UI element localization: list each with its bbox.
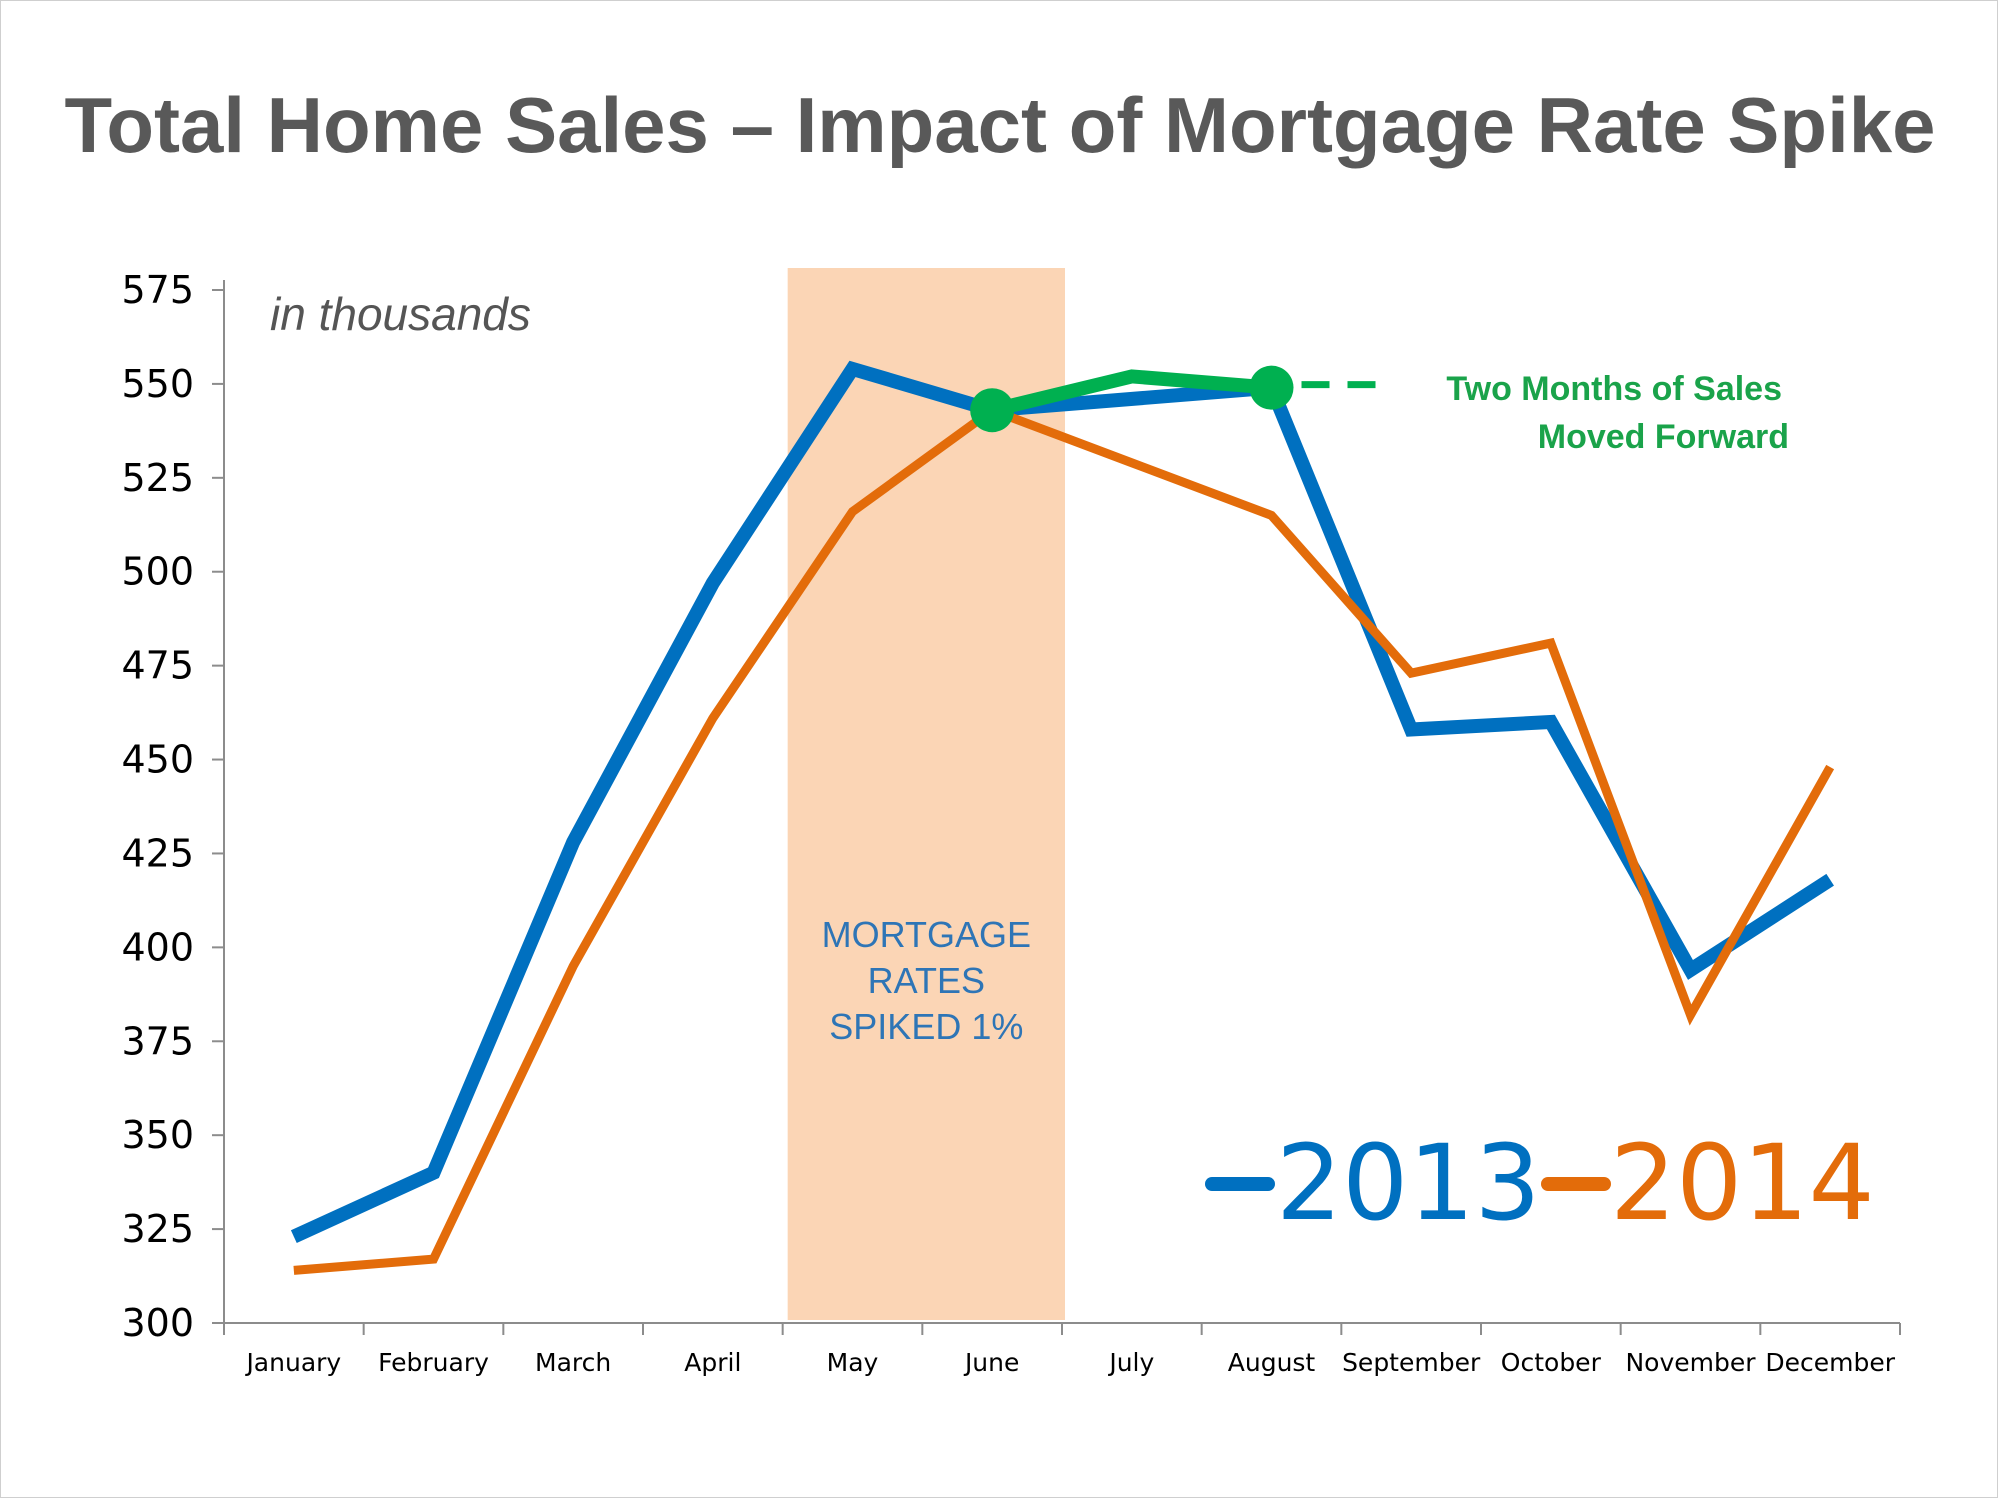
y-tick-label: 500 [121,550,194,594]
y-tick-label: 350 [121,1113,194,1157]
x-tick-label: March [535,1348,611,1377]
y-tick-label: 450 [121,738,194,782]
shaded-region [787,268,1065,1320]
legend-label-2013: 2013 [1276,1122,1541,1244]
x-tick-label: August [1228,1348,1316,1377]
y-tick-label: 475 [121,644,194,688]
y-tick-label: 525 [121,456,194,500]
x-tick-label: November [1625,1348,1756,1377]
x-tick-label: December [1765,1348,1895,1377]
y-tick-label: 325 [121,1207,194,1251]
y-tick-label: 550 [121,362,194,406]
legend-label-2014: 2014 [1610,1122,1875,1244]
x-tick-label: September [1342,1348,1481,1377]
moved-forward-line [990,369,1273,418]
x-tick-label: February [378,1348,489,1377]
chart-title: Total Home Sales – Impact of Mortgage Ra… [64,81,1936,169]
moved-forward-marker [970,388,1015,433]
y-tick-label: 425 [121,831,194,875]
shaded-region-label: MORTGAGE [822,914,1031,955]
moved-forward-label: Moved Forward [1538,418,1789,456]
y-tick-label: 375 [121,1019,194,1063]
annotation-layer: Two Months of Sales Moved Forward [970,365,1789,456]
x-tick-label: October [1501,1348,1602,1377]
shaded-region-label: SPIKED 1% [829,1006,1023,1047]
axes: 300 325 350 375 400 425 450 475 500 525 550 575 Janu… [121,268,1901,1377]
shaded-region-label: RATES [868,960,985,1001]
series-line-2014 [293,405,1835,1275]
moved-forward-label: Two Months of Sales [1446,370,1782,408]
x-tick-label: January [244,1348,341,1377]
legend: 2013 2014 [1205,1122,1875,1244]
x-tick-label: May [827,1348,879,1377]
y-tick-label: 400 [121,925,194,969]
units-label: in thousands [270,288,531,340]
moved-forward-marker [1249,365,1294,410]
x-tick-label: April [684,1348,741,1377]
x-tick-label: July [1107,1348,1154,1377]
x-tick-label: June [963,1348,1019,1377]
shaded-region-layer: MORTGAGE RATES SPIKED 1% [787,268,1065,1320]
y-tick-label: 575 [121,268,194,312]
y-tick-label: 300 [121,1301,194,1345]
